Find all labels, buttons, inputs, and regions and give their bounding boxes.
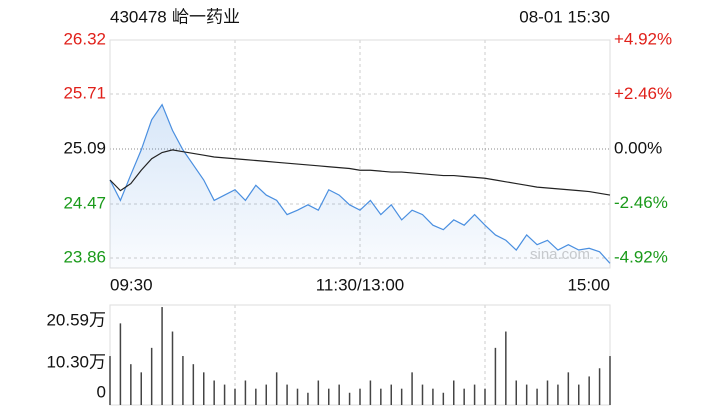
y-tick-label: 0 bbox=[97, 382, 106, 401]
average-line bbox=[109, 149, 611, 196]
y-tick-label: 26.32 bbox=[63, 29, 106, 48]
price-line bbox=[109, 103, 611, 264]
y-tick-label: 20.59万 bbox=[46, 310, 106, 329]
y-tick-label: 24.47 bbox=[63, 193, 106, 212]
stock-name: 峆一药业 bbox=[172, 7, 240, 26]
y2-tick-label: +2.46% bbox=[614, 84, 672, 103]
y2-tick-label: +4.92% bbox=[614, 29, 672, 48]
x-tick-label: 11:30/13:00 bbox=[316, 275, 405, 294]
x-tick-label: 15:00 bbox=[567, 275, 610, 294]
timestamp: 08-01 15:30 bbox=[519, 7, 610, 26]
y2-tick-label: -2.46% bbox=[614, 193, 668, 212]
y-tick-label: 23.86 bbox=[63, 247, 106, 266]
y2-tick-label: 0.00% bbox=[614, 138, 662, 157]
y2-tick-label: -4.92% bbox=[614, 247, 668, 266]
y-tick-label: 25.09 bbox=[63, 138, 106, 157]
y-tick-label: 10.30万 bbox=[46, 352, 106, 371]
x-tick-label: 09:30 bbox=[110, 275, 153, 294]
price-area bbox=[110, 104, 610, 268]
stock-code: 430478 bbox=[110, 7, 167, 26]
y-tick-label: 25.71 bbox=[63, 84, 106, 103]
